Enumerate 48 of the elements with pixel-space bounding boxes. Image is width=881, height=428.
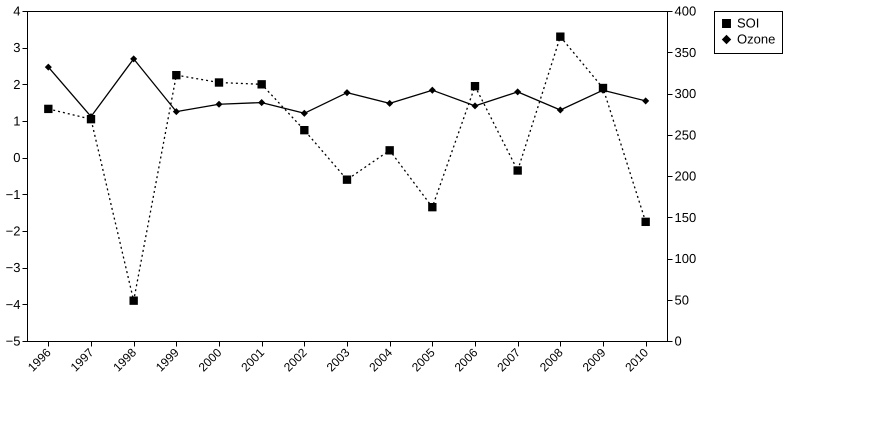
y-tick-label: 0 xyxy=(13,150,20,166)
point xyxy=(44,104,53,114)
point xyxy=(471,102,479,110)
legend-label: SOI xyxy=(737,16,760,30)
point xyxy=(556,106,564,114)
point xyxy=(343,89,351,96)
point xyxy=(257,80,266,89)
y2-tick-label: 400 xyxy=(674,4,696,18)
y-tick-label: 3 xyxy=(13,40,20,56)
point xyxy=(386,100,394,107)
y-tick-label: 4 xyxy=(13,4,20,18)
point xyxy=(172,70,181,80)
point xyxy=(641,218,650,226)
y2-tick-label: 350 xyxy=(674,44,696,60)
y2-tick-label: 100 xyxy=(674,251,696,266)
y2-tick-label: 0 xyxy=(674,334,682,348)
point xyxy=(514,88,522,96)
y-tick-label: 1 xyxy=(13,114,20,128)
point xyxy=(300,126,309,134)
point xyxy=(130,55,138,62)
point xyxy=(513,166,522,175)
point xyxy=(215,100,223,108)
point xyxy=(258,99,266,106)
point xyxy=(428,202,437,212)
point xyxy=(428,86,436,94)
point xyxy=(214,78,224,87)
y-tick-label: −1 xyxy=(6,186,20,202)
y2-tick-label: 250 xyxy=(674,127,696,142)
y-tick-label: 2 xyxy=(13,76,20,92)
y2-tick-label: 50 xyxy=(674,292,689,308)
point xyxy=(172,108,180,116)
y-tick-label: −2 xyxy=(6,224,20,238)
y2-tick-label: 300 xyxy=(674,86,696,101)
y-tick-label: −3 xyxy=(6,260,20,276)
point xyxy=(300,110,308,117)
y-tick-label: −4 xyxy=(6,296,20,312)
point xyxy=(342,175,352,184)
y2-tick-label: 200 xyxy=(674,168,696,184)
y2-tick-label: 150 xyxy=(674,210,696,225)
point xyxy=(129,296,138,305)
point xyxy=(86,114,96,124)
point xyxy=(470,82,480,90)
point xyxy=(556,32,565,41)
point xyxy=(44,64,52,71)
point xyxy=(385,146,394,155)
y-tick-label: −5 xyxy=(6,334,20,348)
point xyxy=(642,97,650,104)
legend-label: Ozone xyxy=(737,32,776,46)
